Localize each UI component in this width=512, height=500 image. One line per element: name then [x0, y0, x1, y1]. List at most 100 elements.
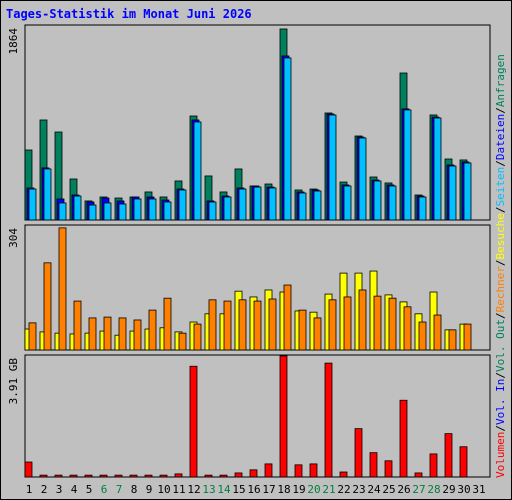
- bar: [373, 180, 382, 221]
- bar: [28, 322, 37, 351]
- bar: [24, 461, 33, 478]
- bar: [463, 162, 472, 221]
- bar: [343, 185, 352, 221]
- bar: [253, 300, 262, 351]
- legend-separator: /: [494, 259, 507, 266]
- bar: [133, 319, 142, 351]
- bar: [354, 428, 363, 478]
- bar: [279, 355, 288, 478]
- bar: [324, 362, 333, 478]
- bar: [414, 472, 423, 478]
- x-tick-label: 20: [307, 483, 320, 496]
- bar: [429, 453, 438, 478]
- bar: [369, 452, 378, 478]
- legend-entry: Vol. Out: [494, 319, 507, 372]
- bar: [73, 195, 82, 221]
- panel: [24, 354, 491, 478]
- bar: [73, 300, 82, 351]
- bar: [88, 204, 97, 221]
- bar: [268, 187, 277, 221]
- x-tick-label: 19: [292, 483, 305, 496]
- bar: [178, 332, 187, 351]
- bar: [234, 472, 243, 478]
- x-tick-label: 1: [26, 483, 33, 496]
- bar: [444, 433, 453, 478]
- bar: [99, 474, 108, 478]
- legend: Volumen/Vol. In/Vol. Out/Rechner/Besuche…: [494, 54, 507, 478]
- bar: [58, 202, 67, 221]
- bar: [294, 464, 303, 478]
- legend-entry: Rechner: [494, 266, 507, 313]
- bar: [39, 474, 48, 478]
- bar: [418, 196, 427, 221]
- bar: [418, 321, 427, 351]
- legend-entry: Seiten: [494, 167, 507, 207]
- legend-entry: Dateien: [494, 114, 507, 160]
- x-tick-label: 23: [352, 483, 365, 496]
- bar: [163, 201, 172, 221]
- bar: [223, 300, 232, 351]
- bar: [253, 186, 262, 221]
- bar: [163, 297, 172, 351]
- legend-separator: /: [494, 160, 507, 167]
- x-tick-label: 4: [71, 483, 78, 496]
- bar: [208, 201, 217, 221]
- bar: [238, 188, 247, 221]
- bar: [114, 474, 123, 478]
- legend-separator: /: [494, 312, 507, 319]
- bar: [69, 474, 78, 478]
- x-tick-label: 27: [412, 483, 425, 496]
- bar: [148, 198, 157, 221]
- bar: [58, 227, 67, 351]
- x-tick-label: 10: [157, 483, 170, 496]
- x-tick-label: 22: [337, 483, 350, 496]
- bar: [223, 196, 232, 221]
- bar: [84, 474, 93, 478]
- x-tick-label: 24: [367, 483, 381, 496]
- legend-separator: /: [494, 206, 507, 213]
- x-tick-label: 25: [382, 483, 395, 496]
- bar: [54, 474, 63, 478]
- bar: [159, 474, 168, 478]
- bar: [433, 117, 442, 221]
- bar: [283, 57, 292, 221]
- bar: [219, 474, 228, 478]
- bar: [144, 474, 153, 478]
- bar: [174, 473, 183, 478]
- x-tick-label: 18: [277, 483, 290, 496]
- bar: [388, 185, 397, 221]
- bar: [313, 317, 322, 351]
- bar: [388, 297, 397, 351]
- x-tick-label: 5: [86, 483, 93, 496]
- bar: [178, 189, 187, 221]
- chart-title: Tages-Statistik im Monat Juni 2026: [6, 7, 252, 21]
- bar: [189, 365, 198, 478]
- bar: [208, 299, 217, 351]
- bar: [358, 137, 367, 221]
- bar: [249, 469, 258, 478]
- legend-entry: Vol. In: [494, 379, 507, 425]
- x-tick-label: 21: [322, 483, 335, 496]
- bar: [384, 460, 393, 478]
- bar: [88, 317, 97, 351]
- bar: [358, 289, 367, 351]
- x-tick-label: 14: [217, 483, 231, 496]
- x-tick-label: 6: [101, 483, 108, 496]
- x-tick-label: 28: [427, 483, 440, 496]
- legend-entry: Besuche: [494, 213, 507, 259]
- bar: [313, 190, 322, 221]
- bar: [264, 463, 273, 478]
- bar: [328, 299, 337, 351]
- bar: [448, 165, 457, 221]
- bar: [43, 262, 52, 351]
- x-tick-label: 11: [172, 483, 185, 496]
- legend-entry: Anfragen: [494, 54, 507, 107]
- x-tick-label: 7: [116, 483, 123, 496]
- bar: [448, 329, 457, 351]
- x-tick-label: 15: [232, 483, 245, 496]
- bar: [103, 316, 112, 351]
- bar: [193, 323, 202, 351]
- bar: [399, 399, 408, 478]
- bar: [339, 471, 348, 478]
